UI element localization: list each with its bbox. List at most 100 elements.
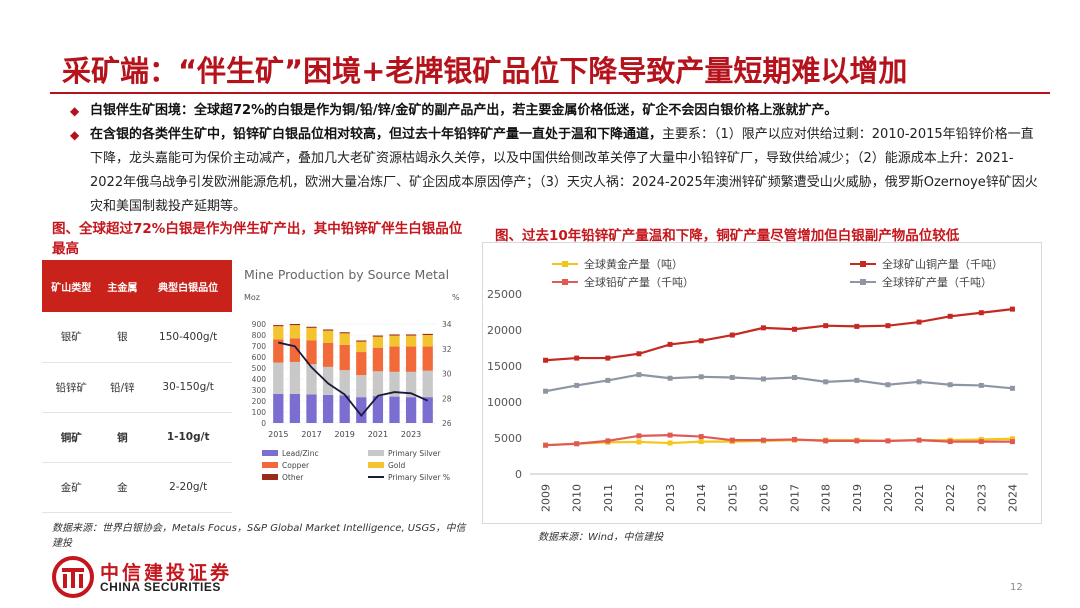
company-logo: 中信建投证券 CHINA SECURITIES [52,556,252,598]
legend-marker [562,279,568,285]
x-tick-label: 2015 [726,484,739,512]
bullet-item: ◆ 在含银的各类伴生矿中，铅锌矿白银品位相对较高，但过去十年铅锌矿产量一直处于温… [68,123,1043,219]
y-tick-label-right: 26 [442,419,452,428]
legend-label: 全球黄金产量（吨） [584,257,683,271]
data-point [729,332,735,338]
bar-segment [372,347,384,372]
bar-segment [405,371,417,398]
x-tick-label: 2016 [757,484,770,512]
global-output-chart: 全球黄金产量（吨） 全球矿山铜产量（千吨） 全球铅矿产量（千吨） 全球锌矿产量（千吨）… [487,257,1028,512]
bar-segment [389,371,400,397]
data-point [947,439,953,445]
bullet-text: 主要系：（1）限产以应对供给过剩：2010-2015年铅锌价格一直下降，龙头嘉能… [90,127,1038,214]
x-tick-label: 2023 [975,484,988,512]
bar-segment [422,397,433,423]
left-figure-title: 图、全球超过72%白银是作为伴生矿产出，其中铅锌矿伴生白银品位最高 [52,221,463,257]
data-point [543,357,549,363]
data-point [698,434,704,440]
data-point [667,440,673,446]
left-source-note: 数据来源：世界白银协会，Metals Focus，S&P Global Mark… [52,523,466,549]
table-row: 银矿 银 150-400g/t [42,312,232,363]
bullet-item: ◆ 白银伴生矿困境：全球超72%的白银是作为铜/铅/锌/金矿的副产品产出，若主要… [68,99,1043,123]
data-point [760,376,766,382]
data-point [605,377,611,383]
mine-production-chart: Mine Production by Source Metal Moz % 0 1… [244,267,460,482]
table-header-row: 矿山类型 主金属 典型白银品位 [42,260,232,312]
slide-title: 采矿端：“伴生矿”困境+老牌银矿品位下降导致产量短期难以增加 [62,54,908,88]
table-cell: 30-150g/t [144,362,232,413]
x-tick-label: 2020 [882,484,895,512]
data-point [978,310,984,316]
y-tick-label: 300 [252,386,267,395]
table-row: 铅锌矿 铅/锌 30-150g/t [42,362,232,413]
x-tick-label: 2024 [1006,484,1019,512]
y-axis-left-label: Moz [244,293,260,302]
x-tick-label: 2011 [602,484,615,512]
data-point [854,323,860,329]
bar-segment [306,364,317,395]
data-point [667,375,673,381]
bar-segment [372,335,384,337]
table-row: 铜矿 铜 1-10g/t [42,412,232,463]
legend-swatch [368,462,384,468]
y-tick-label: 10000 [487,396,522,409]
data-point [916,379,922,385]
data-point [636,433,642,439]
legend-label: Other [282,473,304,482]
diamond-bullet-icon: ◆ [70,128,80,142]
data-point [947,382,953,388]
y-tick-label: 15000 [487,360,522,373]
bar-segment [322,342,334,367]
bar-segment [422,333,433,335]
legend-swatch [262,462,278,468]
data-point [916,437,922,443]
bar-segment [356,397,367,423]
data-point [885,438,891,444]
data-point [854,377,860,383]
x-tick-label: 2012 [633,484,646,512]
bar-segment [422,335,433,347]
data-point [636,351,642,357]
logo-chinese-name: 中信建投证券 [100,562,233,584]
data-point [698,338,704,344]
bar-segment [289,393,301,423]
bar-segment [273,339,284,363]
data-point [636,439,642,445]
y-tick-label-right: 30 [442,370,452,379]
y-tick-label: 200 [252,397,267,406]
table-cell: 2-20g/t [144,462,232,513]
series-line [545,308,1013,362]
data-point [760,437,766,443]
legend-label: Primary Silver % [388,473,450,482]
silver-grade-table: 矿山类型 主金属 典型白银品位 银矿 银 150-400g/t 铅锌矿 铅/锌 … [42,260,232,515]
data-point [823,379,829,385]
table-cell: 金 [100,462,145,513]
bar-segment [289,325,301,339]
x-tick-label: 2022 [944,484,957,512]
y-tick-label: 5000 [494,432,522,445]
x-tick-label: 2019 [335,430,355,439]
series-line [278,341,429,418]
page-number: 12 [1010,582,1023,593]
title-divider [50,92,1050,94]
data-point [574,355,580,361]
bar-segment [356,340,367,342]
bar-segment [389,334,400,336]
table-header: 主金属 [100,260,145,312]
legend-swatch [262,474,278,480]
data-point [543,388,549,394]
y-tick-label: 20000 [487,324,522,337]
y-tick-label: 900 [252,320,267,329]
data-point [792,436,798,442]
data-point [854,438,860,444]
legend-label: Copper [282,461,310,470]
bar-segment [356,352,367,376]
table-cell: 铜矿 [42,412,101,463]
legend-label: 全球锌矿产量（千吨） [882,275,992,289]
x-tick-label: 2021 [913,484,926,512]
bar-segment [389,346,400,372]
legend-label: 全球铅矿产量（千吨） [584,275,694,289]
table-cell: 铅锌矿 [42,362,101,413]
bar-segment [273,362,284,394]
table-cell: 银 [100,312,145,363]
